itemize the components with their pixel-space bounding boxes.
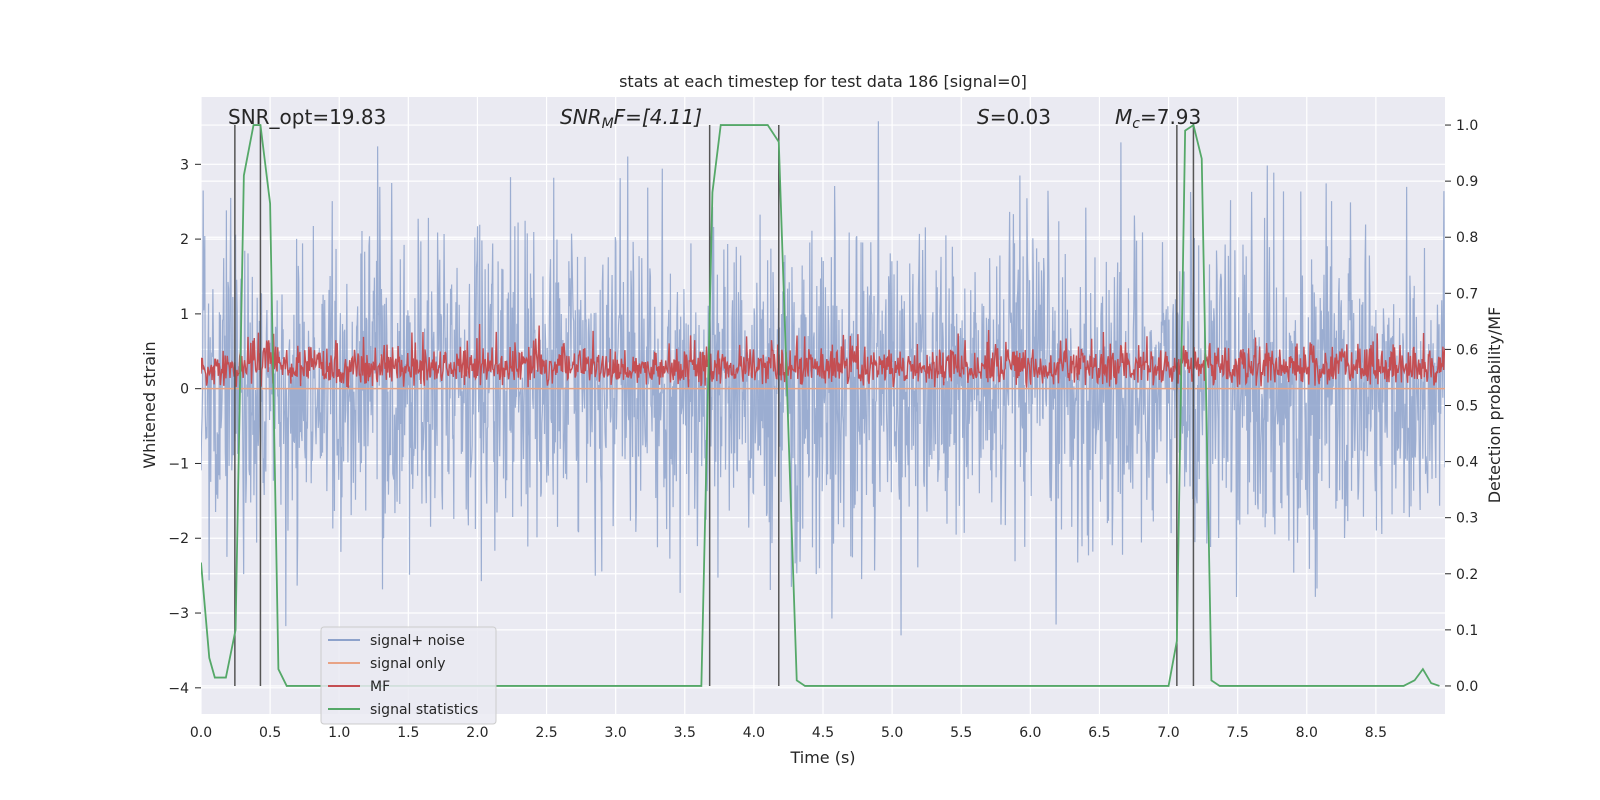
- y-tick-label: −3: [168, 606, 189, 622]
- y2-tick-label: 0.2: [1456, 567, 1478, 583]
- y-tick-label: 2: [180, 232, 189, 248]
- x-tick-label: 6.5: [1088, 725, 1110, 741]
- x-tick-label: 5.0: [881, 725, 903, 741]
- annotation-s: S=0.03: [977, 105, 1051, 129]
- series-layer: [201, 121, 1445, 687]
- y2-axis-ticks: 0.0 0.1 0.2 0.3 0.4 0.5 0.6 0.7 0.8 0.9 1.0: [1445, 118, 1478, 695]
- y-tick-label: 1: [180, 307, 189, 323]
- x-tick-label: 8.5: [1365, 725, 1387, 741]
- snr-mf-rest: F=[4.11]: [614, 105, 702, 129]
- mc-var: M: [1115, 105, 1132, 129]
- annotation-mc: Mc=7.93: [1115, 105, 1201, 132]
- legend-label-mf: MF: [370, 679, 390, 695]
- annotation-snr-opt: SNR_opt=19.83: [228, 105, 386, 129]
- x-tick-label: 0.5: [259, 725, 281, 741]
- y-axis-title: Whitened strain: [140, 341, 159, 468]
- y-axis-ticks: −4 −3 −2 −1 0 1 2 3: [168, 157, 201, 697]
- s-var: S: [977, 105, 990, 129]
- legend-label-signal-only: signal only: [370, 656, 445, 672]
- legend-label-signal-noise: signal+ noise: [370, 633, 465, 649]
- y2-tick-label: 0.4: [1456, 455, 1478, 471]
- snr-mf-sub: M: [602, 116, 614, 132]
- y2-tick-label: 0.3: [1456, 511, 1478, 527]
- y2-tick-label: 0.9: [1456, 174, 1478, 190]
- x-tick-label: 3.0: [605, 725, 627, 741]
- y-tick-label: 0: [180, 382, 189, 398]
- plot-area: [201, 121, 1445, 687]
- y2-tick-label: 0.5: [1456, 399, 1478, 415]
- x-tick-label: 0.0: [190, 725, 212, 741]
- y2-tick-label: 1.0: [1456, 118, 1478, 134]
- y-tick-label: −4: [168, 681, 189, 697]
- annotation-snr-mf: SNRMF=[4.11]: [560, 105, 702, 132]
- s-rest: =0.03: [990, 105, 1051, 129]
- y2-tick-label: 0.1: [1456, 623, 1478, 639]
- snr-mf-var: SNR: [560, 105, 602, 129]
- x-tick-label: 5.5: [950, 725, 972, 741]
- legend: signal+ noise signal only MF signal stat…: [320, 626, 497, 725]
- x-tick-label: 3.5: [674, 725, 696, 741]
- series-mf: [201, 323, 1445, 388]
- x-tick-label: 7.5: [1227, 725, 1249, 741]
- x-axis-ticks: 0.0 0.5 1.0 1.5 2.0 2.5 3.0 3.5 4.0 4.5 5.0 5.5 6.0 6…: [190, 725, 1387, 741]
- mc-sub: c: [1132, 116, 1140, 132]
- chart-title: stats at each timestep for test data 186…: [619, 72, 1027, 91]
- legend-label-signal-statistics: signal statistics: [370, 702, 478, 718]
- y2-tick-label: 0.6: [1456, 342, 1478, 358]
- x-tick-label: 8.0: [1296, 725, 1318, 741]
- y-tick-label: −2: [168, 531, 189, 547]
- y2-tick-label: 0.0: [1456, 679, 1478, 695]
- y-tick-label: −1: [168, 456, 189, 472]
- y2-tick-label: 0.7: [1456, 286, 1478, 302]
- x-tick-label: 2.0: [466, 725, 488, 741]
- series-signal-statistics: [201, 123, 1440, 687]
- x-tick-label: 6.0: [1019, 725, 1041, 741]
- y-tick-label: 3: [180, 157, 189, 173]
- x-tick-label: 1.0: [328, 725, 350, 741]
- x-tick-label: 1.5: [397, 725, 419, 741]
- x-tick-label: 4.0: [743, 725, 765, 741]
- x-tick-label: 2.5: [535, 725, 557, 741]
- legend-box: [320, 626, 497, 725]
- x-tick-label: 4.5: [812, 725, 834, 741]
- y2-axis-title: Detection probability/MF: [1485, 307, 1504, 504]
- mc-rest: =7.93: [1140, 105, 1201, 129]
- x-tick-label: 7.0: [1157, 725, 1179, 741]
- y2-tick-label: 0.8: [1456, 230, 1478, 246]
- x-axis-title: Time (s): [789, 748, 855, 767]
